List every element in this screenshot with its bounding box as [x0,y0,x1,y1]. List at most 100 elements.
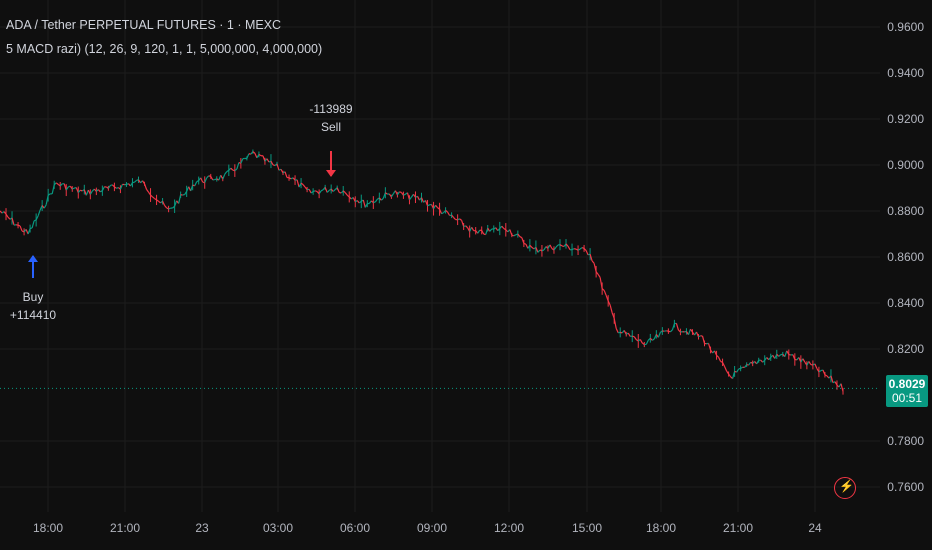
price-segment [348,196,352,200]
price-segment [453,217,457,221]
price-segment [537,249,541,253]
price-segment [433,204,437,210]
price-segment [408,196,412,201]
price-segment [559,244,563,247]
price-segment [230,167,234,171]
price-segment [374,198,378,203]
price-segment [224,171,228,175]
price-tick-label: 0.7600 [887,480,924,494]
price-segment [525,243,529,249]
price-segment [517,233,521,237]
price-segment [555,244,559,248]
time-tick-label: 24 [808,521,822,535]
price-segment [441,212,444,215]
price-tick-label: 0.9200 [887,112,924,126]
price-segment [126,183,129,186]
price-segment [649,337,653,341]
price-segment [465,225,469,229]
price-segment [734,370,737,373]
price-segment [627,332,631,337]
price-segment [385,192,388,195]
price-segment [318,190,322,195]
price-segment [415,195,418,198]
price-segment [808,361,812,366]
price-segment [632,335,635,338]
price-tick-label: 0.7800 [887,434,924,448]
sell-text: Sell [320,120,341,134]
buy-text: Buy [22,290,44,304]
time-tick-label: 12:00 [493,521,525,535]
price-segment [820,369,824,372]
price-segment [114,186,117,189]
price-segment [447,211,451,216]
price-segment [724,366,728,372]
price-segment [784,350,788,357]
price-segment [344,192,348,196]
price-segment [380,197,384,201]
price-segment [158,200,161,204]
price-segment [156,199,159,202]
price-segment [194,181,198,187]
price-segment [354,199,358,203]
price-segment [116,186,119,189]
price-segment [427,204,430,207]
price-segment [698,335,701,338]
price-segment [469,227,473,232]
price-segment [312,190,316,193]
price-segment [83,189,87,196]
price-segment [150,194,153,198]
price-segment [336,187,340,193]
price-segment [300,182,304,186]
price-segment [471,226,475,232]
price-segment [204,177,208,183]
price-segment [134,179,137,183]
time-tick-label: 15:00 [571,521,603,535]
price-segment [324,187,328,193]
price-segment [320,189,324,192]
price-segment [272,164,276,167]
price-segment [585,250,589,256]
price-segment [234,168,238,172]
price-segment [601,288,605,291]
last-price-tag: 0.8029 00:51 [886,375,928,407]
price-segment [728,373,732,378]
sell-amount: -113989 [309,102,353,116]
price-segment [174,200,178,207]
price-segment [95,189,99,192]
lightning-alert-icon[interactable] [834,477,856,499]
price-segment [342,190,346,194]
price-segment [669,329,673,333]
price-segment [451,214,455,218]
price-segment [200,177,204,183]
bar-countdown: 00:51 [891,391,923,405]
price-segment [270,160,274,166]
price-segment [107,185,111,189]
price-segment [192,184,195,187]
time-tick-label: 18:00 [32,521,64,535]
time-tick-label: 21:00 [109,521,141,535]
price-segment [416,196,421,201]
price-segment [591,260,595,264]
price-segment [625,332,629,335]
price-segment [5,213,9,218]
price-segment [37,209,41,217]
time-tick-label: 18:00 [645,521,677,535]
price-segment [168,207,171,210]
price-segment [85,189,89,196]
price-segment [633,336,637,340]
price-segment [583,248,587,251]
price-segment [668,330,671,333]
price-segment [639,339,643,344]
price-segment [206,175,210,179]
symbol-title[interactable]: ADA / Tether PERPETUAL FUTURES · 1 · MEX… [6,18,282,32]
price-segment [595,271,599,275]
indicator-legend[interactable]: 5 MACD razi) (12, 26, 9, 120, 1, 1, 5,00… [6,42,323,56]
price-segment [0,210,3,214]
price-segment [339,191,342,194]
price-segment [143,183,148,190]
price-segment [687,328,692,335]
price-segment [362,199,366,208]
price-segment [35,215,39,221]
price-segment [288,177,292,180]
